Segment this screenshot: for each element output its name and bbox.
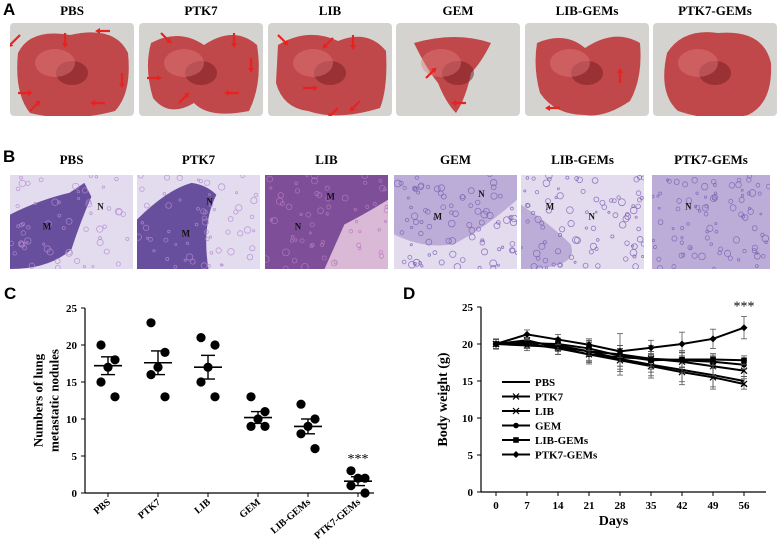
y-tick-label: 0 — [72, 488, 78, 500]
panel-label-b: B — [3, 147, 16, 166]
lung-photo — [10, 23, 134, 116]
photo-label: LIB — [318, 3, 342, 18]
photo-label: LIB-GEMs — [555, 3, 619, 18]
histology-mark: N — [206, 197, 213, 207]
data-point — [210, 340, 220, 350]
arrow-icon — [10, 34, 21, 45]
y-axis-label: Numbers of lungmetastatic nodules — [31, 349, 62, 452]
histology-mark: N — [97, 202, 104, 212]
histology-mark: M — [43, 221, 52, 231]
tissue-region — [521, 204, 573, 269]
lung-photo — [268, 23, 392, 116]
panel-label-c: C — [4, 284, 17, 303]
lung-photo — [653, 23, 777, 116]
arrow-icon — [277, 34, 286, 43]
photo-label: PTK7 — [184, 3, 218, 18]
panel-label-a: A — [3, 0, 16, 19]
data-point — [96, 340, 106, 350]
lung-photo — [396, 23, 520, 116]
histology-mark: M — [546, 202, 555, 212]
histology-label: PTK7 — [181, 152, 216, 167]
histology-label: GEM — [439, 152, 472, 167]
histology-label: LIB — [315, 152, 338, 167]
y-tick-label: 25 — [66, 303, 78, 315]
arrow-icon — [330, 107, 339, 116]
significance-annotation: *** — [348, 452, 369, 467]
x-tick-label: PBS — [92, 497, 113, 517]
data-point — [360, 488, 370, 498]
photo-label: GEM — [442, 3, 474, 18]
panel-label-d: D — [403, 284, 416, 303]
arrow-icon — [160, 32, 169, 41]
histology-mark: N — [588, 212, 595, 222]
histology-mark: M — [434, 212, 443, 222]
data-point — [160, 392, 170, 402]
arrow-icon — [29, 103, 38, 112]
data-point — [96, 377, 106, 387]
photo-label: PTK7-GEMs — [678, 3, 752, 18]
y-tick-label: 5 — [72, 451, 78, 463]
arrow-icon — [178, 95, 187, 104]
photo-label: PBS — [60, 3, 84, 18]
tissue-region — [137, 182, 217, 269]
data-point — [210, 392, 220, 402]
arrow-icon — [425, 70, 434, 79]
data-point — [146, 318, 156, 328]
data-point — [310, 444, 320, 454]
histology-mark: M — [182, 228, 191, 238]
y-tick-label: 10 — [66, 414, 78, 426]
x-tick-label: LIB — [193, 497, 214, 517]
data-point — [110, 392, 120, 402]
lung-photo — [139, 23, 263, 116]
data-point — [346, 466, 356, 476]
histology-label: PTK7-GEMs — [674, 152, 748, 167]
y-tick-label: 20 — [66, 340, 78, 352]
y-tick-label: 15 — [66, 377, 78, 389]
histology-image: N — [652, 175, 770, 269]
tissue-region — [652, 175, 770, 269]
histology-mark: N — [478, 189, 485, 199]
x-tick-label: LIB-GEMs — [269, 497, 313, 537]
data-point — [196, 333, 206, 343]
data-point — [246, 392, 256, 402]
histology-label: LIB-GEMs — [551, 152, 614, 167]
histology-mark: N — [295, 221, 302, 231]
tissue-region — [265, 175, 388, 269]
arrow-icon — [352, 100, 361, 109]
arrow-icon — [325, 37, 334, 46]
data-point — [296, 399, 306, 409]
histology-mark: M — [327, 192, 336, 202]
x-tick-label: PTK7-GEMs — [312, 497, 363, 542]
histology-label: PBS — [59, 152, 84, 167]
data-point — [160, 347, 170, 357]
x-tick-label: PTK7 — [136, 497, 163, 522]
x-tick-label: GEM — [238, 497, 264, 521]
tissue-region — [394, 175, 517, 246]
histology-mark: N — [685, 201, 692, 211]
lung-photo — [525, 23, 649, 116]
